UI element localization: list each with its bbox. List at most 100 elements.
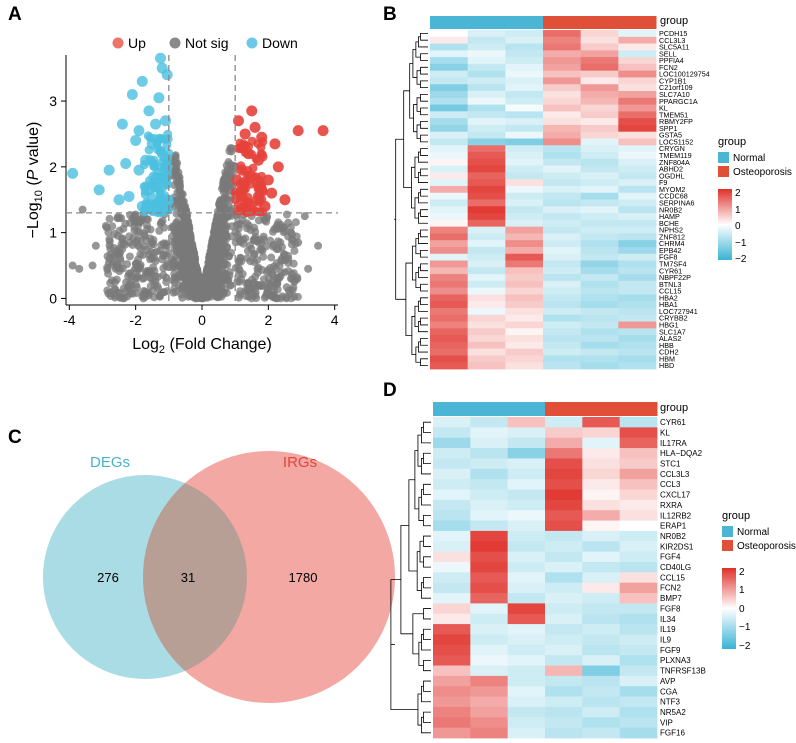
heatmap-gene-label: CYP1B1	[659, 76, 687, 85]
heatmap-cell	[543, 118, 582, 126]
volcano-point-up	[317, 125, 329, 137]
volcano-point-notsig	[118, 235, 127, 244]
heatmap-cell	[543, 192, 582, 200]
heatmap-cell	[505, 314, 544, 322]
heatmap-cell	[582, 437, 621, 449]
volcano-point-notsig	[125, 279, 134, 288]
heatmap-cell	[543, 63, 582, 72]
heatmap-cell	[505, 50, 544, 58]
heatmap-cell	[619, 593, 658, 604]
heatmap-cell	[543, 287, 582, 295]
heatmap-cell	[507, 624, 546, 635]
heatmap-gene-label: LOC100129754	[659, 70, 710, 79]
volcano-point-notsig	[218, 271, 227, 280]
volcano-point-notsig	[287, 230, 296, 239]
heatmap-b-panel: B PCDH15CCL3L3SLC5A11SELLPPFIA4FCN2LOC10…	[383, 4, 792, 370]
heatmap-cell	[470, 613, 509, 625]
heatmap-dendrogram-branch	[418, 232, 428, 244]
heatmap-cell	[433, 489, 471, 501]
heatmap-cell	[543, 50, 582, 58]
heatmap-cell	[430, 199, 469, 207]
volcano-point-notsig	[135, 217, 144, 226]
heatmap-gene-label: C21orf109	[659, 83, 693, 92]
heatmap-cell	[505, 301, 544, 309]
heatmap-cell	[470, 675, 509, 687]
volcano-point-notsig	[130, 226, 139, 235]
heatmap-cell	[470, 417, 509, 428]
heatmap-cell	[543, 84, 582, 92]
heatmap-cell	[543, 179, 582, 187]
heatmap-cell	[580, 341, 619, 350]
heatmap-cell	[507, 655, 546, 666]
heatmap-cell	[618, 57, 657, 65]
heatmap-gene-label: RBMY2FP	[659, 117, 693, 126]
heatmap-cell	[507, 665, 546, 677]
heatmap-cell	[543, 246, 582, 255]
heatmap-cell	[507, 499, 546, 511]
heatmap-cell	[618, 50, 657, 58]
heatmap-cell	[618, 226, 657, 234]
heatmap-cell	[467, 57, 506, 65]
heatmap-gene-label: IL12RB2	[660, 511, 692, 520]
heatmap-cell	[430, 158, 469, 166]
heatmap-cell	[467, 145, 506, 153]
heatmap-cell	[618, 307, 657, 316]
volcano-point-notsig	[227, 144, 236, 153]
heatmap-gene-label: ZNF804A	[659, 158, 690, 167]
legend-b-tick-0: 0	[735, 221, 741, 232]
heatmap-gene-label: CD40LG	[660, 563, 691, 572]
heatmap-dendrogram-branch	[414, 197, 419, 219]
heatmap-cell	[505, 84, 544, 92]
heatmap-dendrogram-branch	[413, 104, 417, 133]
heatmap-gene-label: CXCL17	[660, 491, 691, 500]
heatmap-dendrogram-branch	[418, 212, 428, 224]
heatmap-cell	[545, 603, 583, 615]
heatmap-gene-label: FGF4	[660, 553, 681, 562]
volcano-point-notsig	[101, 222, 110, 231]
heatmap-gene-label: VIP	[660, 718, 673, 727]
volcano-point-notsig	[170, 227, 179, 236]
heatmap-cell	[470, 582, 509, 594]
heatmap-cell	[580, 172, 619, 180]
volcano-point-down	[159, 171, 169, 181]
heatmap-dendrogram-branch	[408, 479, 418, 572]
panel-label-b: B	[383, 4, 397, 25]
heatmap-cell	[470, 458, 509, 470]
heatmap-cell	[582, 427, 621, 439]
heatmap-cell	[580, 287, 619, 295]
volcano-point-notsig	[279, 224, 288, 233]
heatmap-cell	[618, 274, 657, 282]
heatmap-cell	[619, 717, 658, 729]
heatmap-dendrogram-branch	[421, 634, 431, 651]
heatmap-group-bar-cell	[619, 402, 658, 416]
volcano-point-notsig	[174, 173, 183, 182]
volcano-point-up	[292, 125, 304, 137]
heatmap-cell	[580, 260, 619, 268]
volcano-point-notsig	[170, 284, 179, 293]
heatmap-cell	[505, 138, 544, 146]
heatmap-dendrogram-branch	[420, 134, 428, 143]
heatmap-cell	[619, 551, 658, 563]
heatmap-dendrogram-branch	[423, 577, 431, 589]
volcano-point-notsig	[140, 273, 149, 282]
volcano-point-notsig	[115, 249, 124, 258]
heatmap-cell	[619, 510, 658, 521]
heatmap-cell	[543, 111, 582, 119]
volcano-point-notsig	[108, 222, 117, 231]
volcano-point-up	[266, 187, 278, 199]
volcano-point-notsig	[243, 254, 252, 263]
heatmap-cell	[467, 307, 506, 316]
legend-b-tick-neg2: −2	[735, 254, 747, 265]
heatmap-cell	[618, 192, 657, 200]
heatmap-gene-label: NR0B2	[660, 532, 686, 541]
heatmap-cell	[543, 91, 582, 99]
heatmap-cell	[430, 355, 469, 363]
heatmap-cell	[430, 260, 469, 268]
volcano-point-notsig	[282, 210, 291, 219]
volcano-point-notsig	[233, 277, 242, 286]
legend-d-tick-0: 0	[739, 604, 745, 615]
heatmap-group-bar-cell	[433, 402, 471, 416]
heatmap-gene-label: TMEM51	[659, 110, 688, 119]
heatmap-cell	[545, 530, 583, 542]
heatmap-cell	[467, 206, 506, 214]
